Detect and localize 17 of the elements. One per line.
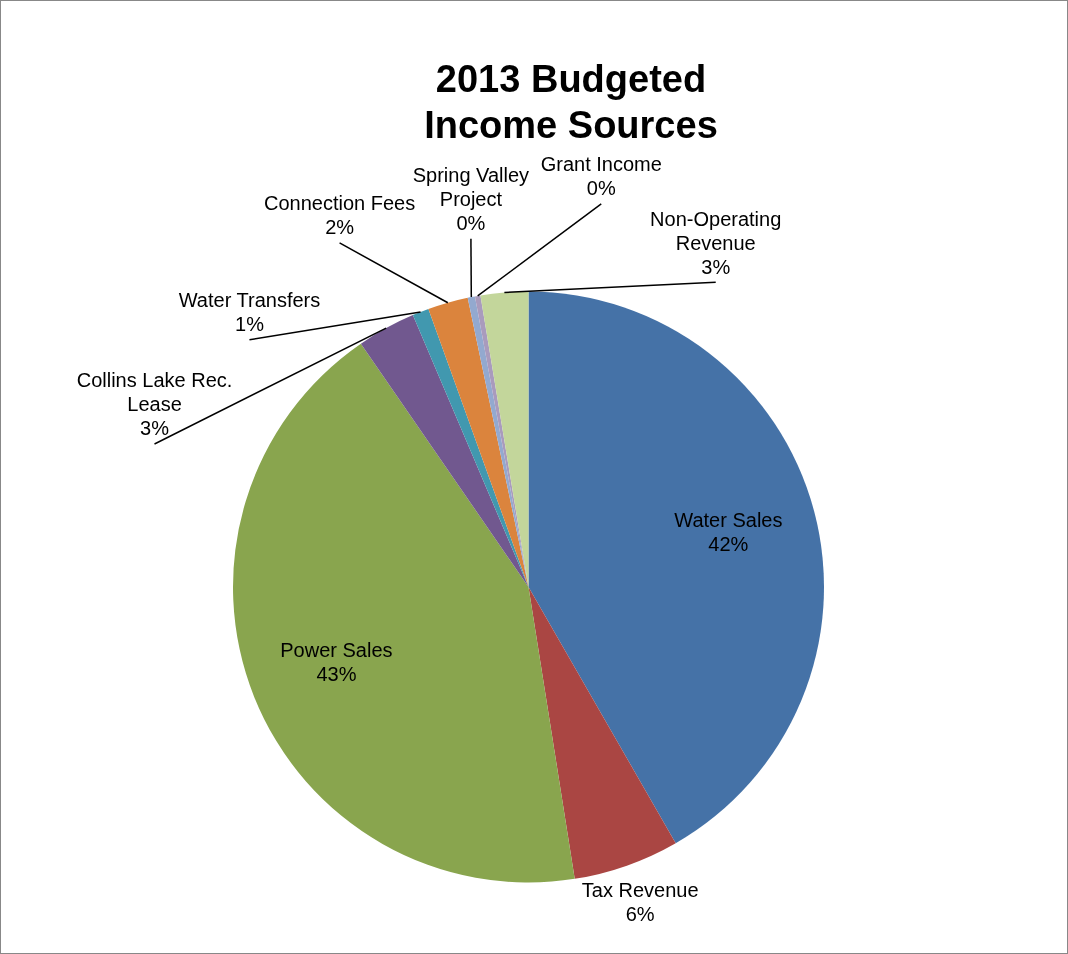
slice-label: Power Sales	[280, 639, 393, 662]
data-label: 3%	[701, 255, 731, 278]
data-label: 3%	[140, 417, 170, 440]
slice-label: Grant Income	[540, 153, 662, 176]
slice-label: Tax Revenue	[581, 878, 699, 901]
data-label: 0%	[586, 177, 616, 200]
chart-title: 2013 Budgeted Income Sources	[423, 57, 719, 148]
slice-label: Water Transfers	[178, 289, 321, 312]
data-label: 1%	[235, 313, 265, 336]
data-label: 0%	[456, 212, 486, 235]
slice-label: Water Sales	[674, 509, 783, 532]
data-label: 6%	[625, 902, 655, 925]
slice-label: Non-Operating Revenue	[650, 207, 782, 254]
data-label: 2%	[325, 216, 355, 239]
slice-label: Collins Lake Rec. Lease	[76, 369, 233, 416]
data-label: 42%	[708, 533, 749, 556]
data-label: 43%	[316, 663, 357, 686]
